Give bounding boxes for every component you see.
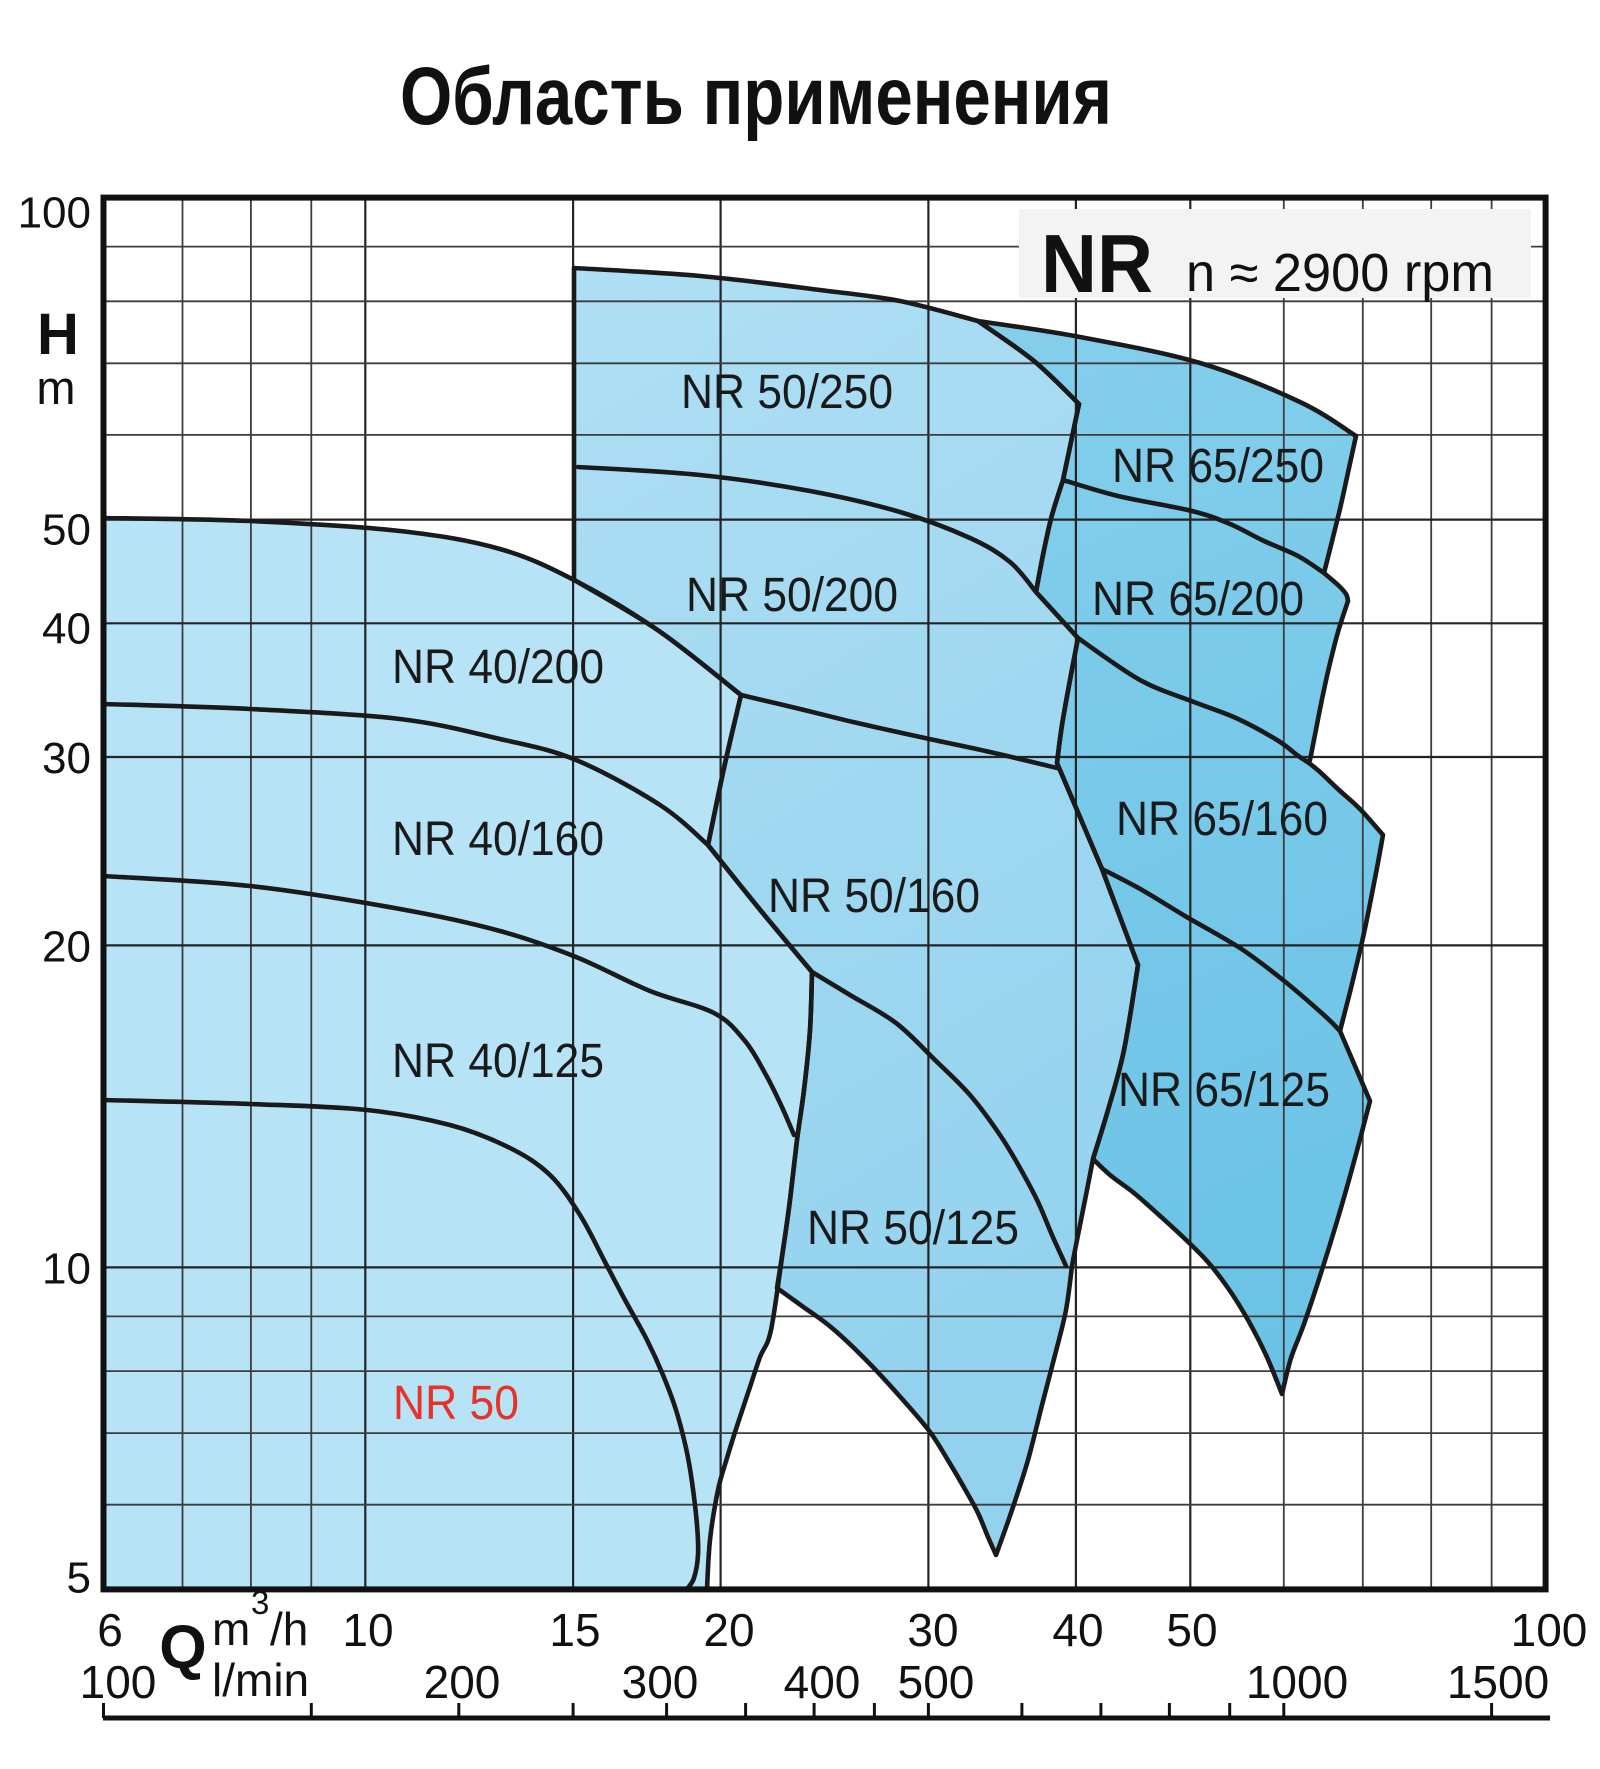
svg-text:15: 15 <box>549 1604 600 1656</box>
svg-text:NR 50: NR 50 <box>393 1377 519 1430</box>
svg-text:m: m <box>36 361 75 414</box>
svg-text:NR 50/125: NR 50/125 <box>807 1202 1019 1255</box>
svg-text:1000: 1000 <box>1246 1656 1348 1708</box>
svg-text:100: 100 <box>18 189 91 238</box>
svg-text:10: 10 <box>342 1604 393 1656</box>
svg-text:NR: NR <box>1041 217 1153 310</box>
svg-text:100: 100 <box>1511 1604 1588 1656</box>
svg-text:50: 50 <box>42 506 91 555</box>
svg-text:3: 3 <box>251 1584 269 1621</box>
svg-text:NR 50/250: NR 50/250 <box>681 366 893 419</box>
svg-text:NR 50/160: NR 50/160 <box>768 870 980 923</box>
svg-text:n ≈ 2900 rpm: n ≈ 2900 rpm <box>1186 243 1494 303</box>
svg-text:40: 40 <box>1052 1604 1103 1656</box>
svg-text:NR 65/160: NR 65/160 <box>1116 793 1328 846</box>
svg-text:20: 20 <box>42 922 91 971</box>
svg-text:NR 50/200: NR 50/200 <box>686 569 898 622</box>
svg-text:20: 20 <box>703 1604 754 1656</box>
svg-text:30: 30 <box>907 1604 958 1656</box>
svg-text:500: 500 <box>898 1656 975 1708</box>
svg-text:l/min: l/min <box>212 1654 309 1706</box>
svg-text:NR 65/200: NR 65/200 <box>1092 573 1304 626</box>
svg-text:H: H <box>37 302 79 367</box>
svg-text:1500: 1500 <box>1447 1656 1549 1708</box>
svg-text:5: 5 <box>67 1553 91 1602</box>
svg-text:50: 50 <box>1166 1604 1217 1656</box>
svg-text:NR 65/125: NR 65/125 <box>1118 1064 1330 1117</box>
svg-text:100: 100 <box>80 1656 157 1708</box>
svg-text:NR 40/160: NR 40/160 <box>392 813 604 866</box>
svg-text:NR 40/125: NR 40/125 <box>392 1035 604 1088</box>
svg-text:NR 40/200: NR 40/200 <box>392 641 604 694</box>
svg-text:40: 40 <box>42 604 91 653</box>
svg-text:400: 400 <box>784 1656 861 1708</box>
svg-text:/h: /h <box>270 1603 308 1655</box>
svg-text:6: 6 <box>97 1604 123 1656</box>
svg-text:Q: Q <box>159 1613 206 1681</box>
svg-text:300: 300 <box>622 1656 699 1708</box>
svg-text:Область применения: Область применения <box>400 51 1112 142</box>
svg-text:m: m <box>212 1603 250 1655</box>
svg-text:200: 200 <box>424 1656 501 1708</box>
svg-text:10: 10 <box>42 1244 91 1293</box>
svg-text:NR 65/250: NR 65/250 <box>1112 440 1324 493</box>
svg-text:30: 30 <box>42 734 91 783</box>
